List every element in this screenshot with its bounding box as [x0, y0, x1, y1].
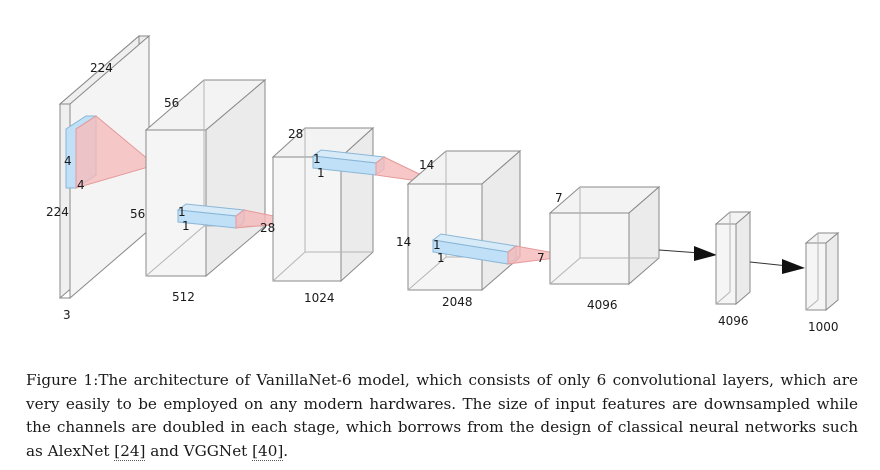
- citation-40[interactable]: [40]: [252, 442, 284, 462]
- stage3-pool-label: 7: [537, 251, 545, 265]
- fc2-units-label: 1000: [808, 320, 839, 334]
- stage3-kernel-b-label: 1: [437, 251, 445, 265]
- stage4-block: [548, 185, 661, 286]
- fc1-units-label: 4096: [718, 314, 749, 328]
- caption-text-2: and VGGNet: [145, 442, 253, 461]
- input-kernel-w-label: 4: [77, 178, 85, 192]
- stage2-pool-label: 14: [419, 158, 434, 172]
- stage3-kernel-a-label: 1: [433, 238, 441, 252]
- fc1-layer: [714, 210, 752, 306]
- caption-text-1: The architecture of VanillaNet-6 model, …: [26, 371, 858, 461]
- figure-caption: Figure 1:The architecture of VanillaNet-…: [26, 369, 858, 464]
- stage2-kernel-a-label: 1: [313, 152, 321, 166]
- stage3-channels-label: 2048: [442, 295, 473, 309]
- caption-text-3: .: [283, 442, 289, 461]
- fc1-arrow: [658, 246, 717, 261]
- input-channels-label: 3: [63, 308, 71, 322]
- citation-24[interactable]: [24]: [114, 442, 146, 462]
- stage2-channels-label: 1024: [304, 291, 335, 305]
- stage1-pool-label: 28: [260, 221, 275, 235]
- stage1-kernel-a-label: 1: [178, 205, 186, 219]
- input-height-label: 224: [90, 61, 113, 75]
- stage4-size-label: 7: [555, 191, 563, 205]
- stage3-side-label: 14: [396, 235, 411, 249]
- input-width-label: 224: [46, 205, 69, 219]
- caption-label: Figure 1:: [26, 371, 99, 389]
- stage1-channels-label: 512: [172, 290, 195, 304]
- stage1-side-label: 56: [130, 207, 145, 221]
- stage2-kernel-b-label: 1: [317, 166, 325, 180]
- input-kernel-h-label: 4: [64, 154, 72, 168]
- stage1-size-label: 56: [164, 96, 179, 110]
- stage2-size-label: 28: [288, 127, 303, 141]
- stage4-channels-label: 4096: [587, 298, 618, 312]
- stage1-kernel-b-label: 1: [182, 219, 190, 233]
- fc2-arrow: [749, 259, 805, 274]
- fc2-layer: [804, 231, 840, 312]
- architecture-diagram: 224 224 3 4 4 56 56 1 1 28 512 28 1 1 14…: [46, 34, 840, 334]
